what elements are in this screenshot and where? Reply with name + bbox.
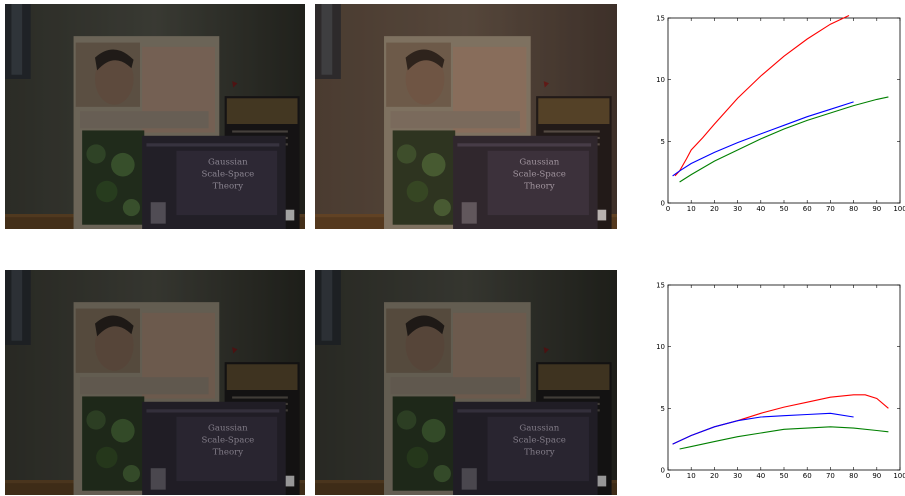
x-tick-label: 40 xyxy=(756,205,765,213)
plot-frame xyxy=(667,284,901,471)
photo-top-1 xyxy=(5,4,305,229)
series-line-2 xyxy=(679,96,889,183)
photo-bottom-2 xyxy=(315,270,617,495)
y-tick-label: 15 xyxy=(656,15,665,23)
x-tick-label: 90 xyxy=(872,205,881,213)
x-tick-label: 70 xyxy=(826,472,835,480)
x-tick-label: 100 xyxy=(893,472,905,480)
x-tick-label: 30 xyxy=(733,205,742,213)
x-tick-label: 0 xyxy=(666,205,670,213)
series-line-0 xyxy=(674,15,850,177)
series-line-0 xyxy=(672,394,889,445)
series-line-1 xyxy=(672,412,854,445)
y-tick-label: 0 xyxy=(661,200,665,208)
x-tick-label: 10 xyxy=(687,205,696,213)
series-line-2 xyxy=(679,426,889,450)
x-tick-label: 50 xyxy=(780,472,789,480)
x-tick-label: 20 xyxy=(710,472,719,480)
y-tick-label: 15 xyxy=(656,282,665,290)
y-tick-label: 5 xyxy=(661,405,665,413)
series-line-1 xyxy=(672,101,854,177)
x-tick-label: 40 xyxy=(756,472,765,480)
photo-bottom-1 xyxy=(5,270,305,495)
photo-top-2 xyxy=(315,4,617,229)
x-tick-label: 80 xyxy=(849,472,858,480)
x-tick-label: 70 xyxy=(826,205,835,213)
x-tick-label: 20 xyxy=(710,205,719,213)
y-tick-label: 10 xyxy=(656,343,665,351)
x-tick-label: 60 xyxy=(803,472,812,480)
x-tick-label: 60 xyxy=(803,205,812,213)
x-tick-label: 10 xyxy=(687,472,696,480)
x-tick-label: 30 xyxy=(733,472,742,480)
x-tick-label: 90 xyxy=(872,472,881,480)
x-tick-label: 0 xyxy=(666,472,670,480)
x-tick-label: 50 xyxy=(780,205,789,213)
y-tick-label: 5 xyxy=(661,138,665,146)
x-tick-label: 100 xyxy=(893,205,905,213)
y-tick-label: 0 xyxy=(661,467,665,475)
plot-frame xyxy=(667,17,901,204)
x-tick-label: 80 xyxy=(849,205,858,213)
y-tick-label: 10 xyxy=(656,76,665,84)
